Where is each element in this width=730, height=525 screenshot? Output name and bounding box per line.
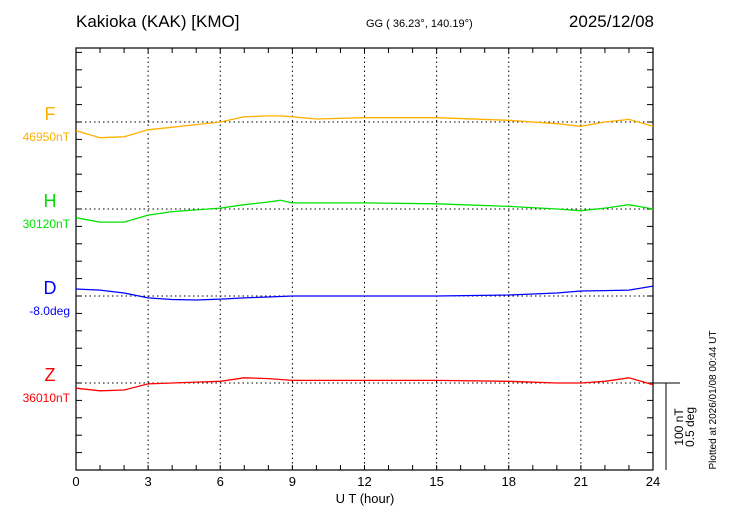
scale-nt: 100 nT bbox=[672, 408, 686, 446]
station-title: Kakioka (KAK) [KMO] bbox=[76, 12, 239, 31]
scale-bar: 100 nT 0.5 deg bbox=[653, 382, 697, 470]
x-tick-label: 15 bbox=[429, 474, 443, 489]
x-tick-label: 12 bbox=[357, 474, 371, 489]
x-tick-label: 9 bbox=[289, 474, 296, 489]
series-name-H: H bbox=[44, 191, 57, 211]
baseline-label-H: 30120nT bbox=[23, 217, 71, 231]
series-labels: F 46950nT H 30120nT D -8.0deg Z 36010nT bbox=[23, 104, 71, 405]
x-tick-label: 21 bbox=[574, 474, 588, 489]
series-name-D: D bbox=[44, 278, 57, 298]
x-axis-label: U T (hour) bbox=[336, 491, 395, 506]
x-tick-label: 18 bbox=[502, 474, 516, 489]
plotted-timestamp: Plotted at 2026/01/08 00:44 UT bbox=[708, 331, 719, 470]
date: 2025/12/08 bbox=[569, 12, 654, 31]
x-tick-label: 3 bbox=[145, 474, 152, 489]
series-name-F: F bbox=[45, 104, 56, 124]
x-tick-label: 6 bbox=[217, 474, 224, 489]
trace-F bbox=[75, 115, 654, 139]
x-tick-label: 0 bbox=[72, 474, 79, 489]
trace-D bbox=[75, 285, 654, 301]
trace-Z bbox=[75, 377, 654, 392]
baseline-label-D: -8.0deg bbox=[29, 304, 70, 318]
scale-deg: 0.5 deg bbox=[683, 407, 697, 447]
baseline-label-Z: 36010nT bbox=[23, 391, 71, 405]
axes: 0 3 6 9 12 15 18 21 24 bbox=[72, 47, 660, 489]
trace-H bbox=[75, 199, 654, 223]
x-tick-label: 24 bbox=[646, 474, 660, 489]
grid bbox=[76, 48, 653, 470]
baseline-label-F: 46950nT bbox=[23, 130, 71, 144]
coordinates: GG ( 36.23°, 140.19°) bbox=[366, 18, 473, 30]
traces bbox=[75, 115, 654, 392]
series-name-Z: Z bbox=[45, 365, 56, 385]
